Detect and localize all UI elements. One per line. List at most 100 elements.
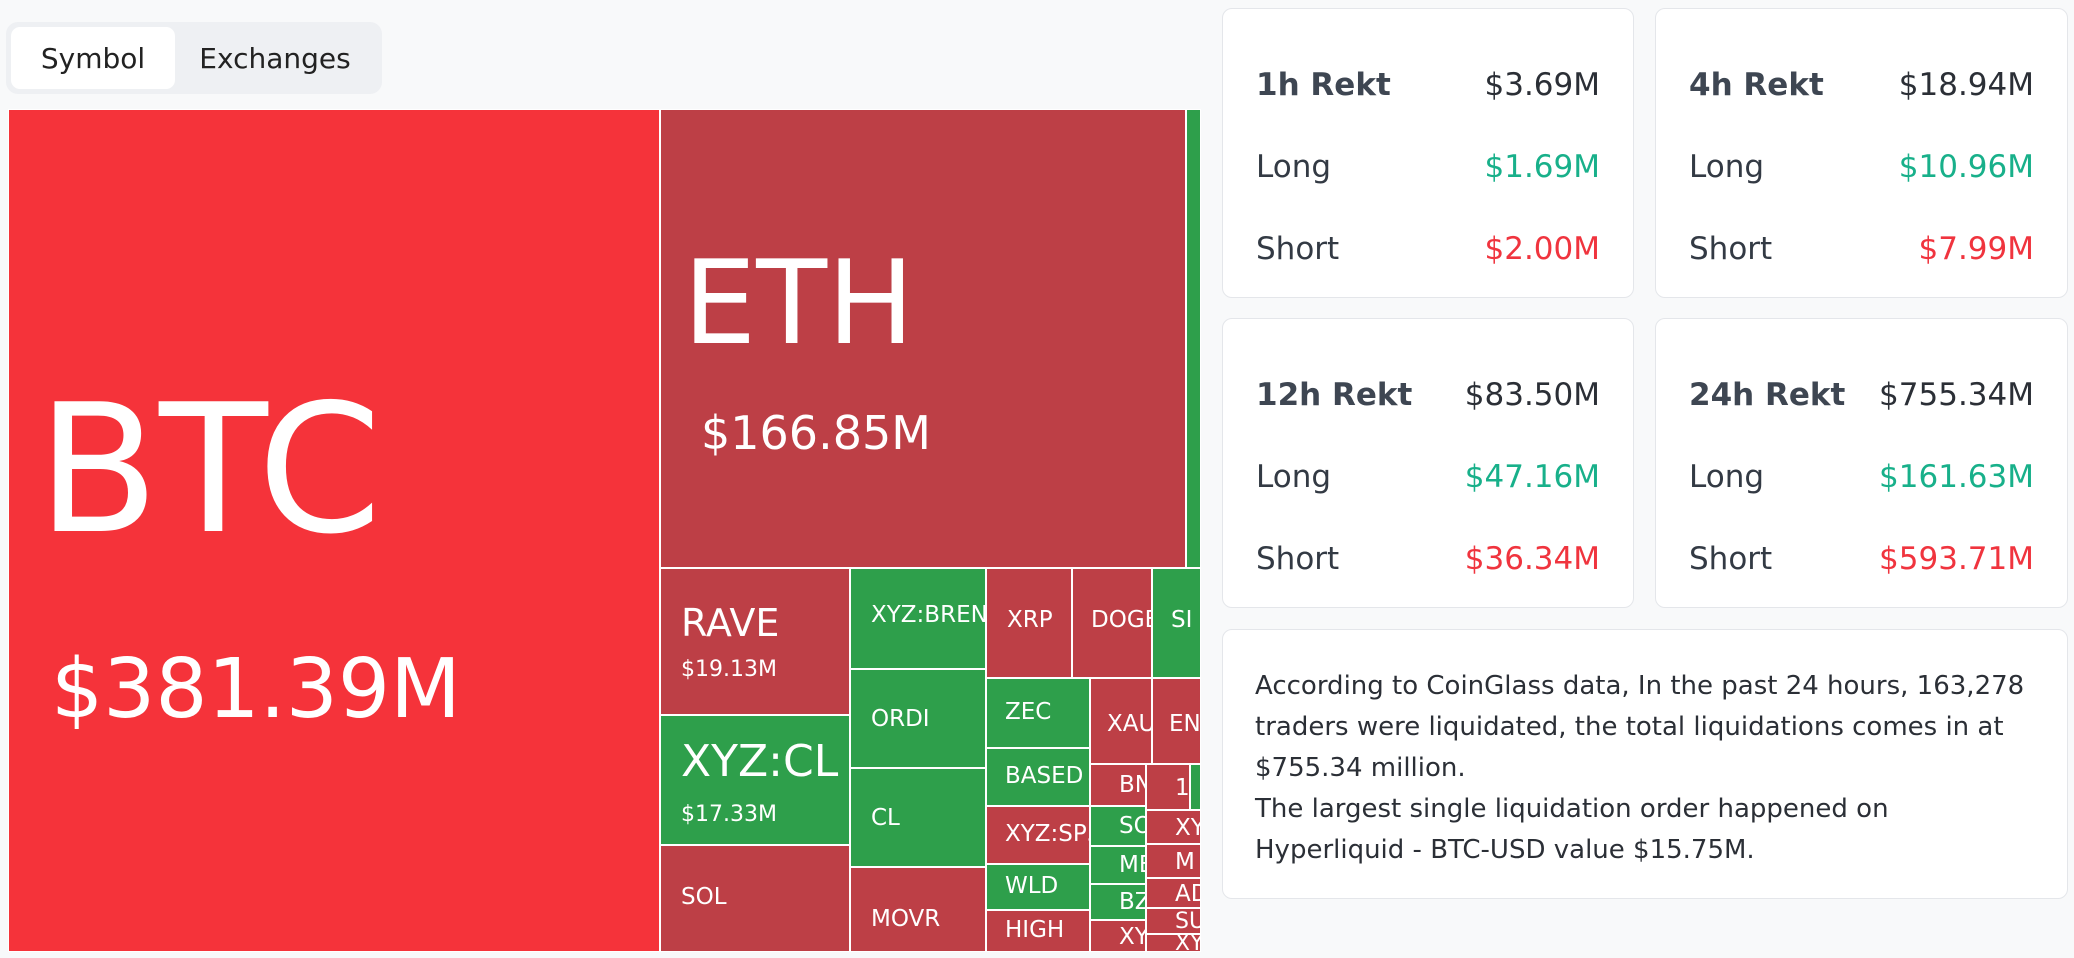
long-value: $47.16M — [1464, 459, 1600, 495]
treemap-cell-small[interactable] — [1186, 109, 1201, 568]
long-label: Long — [1256, 459, 1332, 495]
long-value: $161.63M — [1879, 459, 2034, 495]
stat-title: 24h Rekt — [1689, 377, 1846, 413]
treemap-cell-high[interactable]: HIGH — [986, 910, 1090, 952]
treemap-symbol: XYZ:BRENT — [871, 602, 985, 628]
treemap-symbol: XYZ:SP5 — [1005, 821, 1089, 847]
treemap-value: $166.85M — [701, 406, 931, 460]
stat-card-24h: 24h Rekt $755.34M Long $161.63M Short $593.… — [1655, 318, 2068, 608]
treemap-symbol: BTC — [37, 366, 382, 573]
summary-largest-order: The largest single liquidation order hap… — [1255, 794, 1889, 865]
treemap-symbol: ORDI — [871, 706, 930, 732]
treemap-symbol: DOGE — [1091, 607, 1151, 633]
short-value: $7.99M — [1918, 231, 2035, 267]
treemap-cell-xyz-cl[interactable]: XYZ:CL $17.33M — [660, 715, 850, 845]
short-value: $36.34M — [1464, 541, 1600, 577]
treemap-cell-small[interactable] — [1190, 764, 1201, 810]
treemap-symbol: ADA — [1175, 881, 1200, 907]
treemap-symbol: XYZ:CL — [681, 736, 839, 787]
liquidation-summary: According to CoinGlass data, In the past… — [1222, 629, 2068, 899]
treemap-cell-zec[interactable]: ZEC — [986, 678, 1090, 748]
treemap-symbol: HIGH — [1005, 917, 1065, 943]
treemap-value: $17.33M — [681, 802, 777, 827]
long-label: Long — [1689, 149, 1765, 185]
treemap-symbol: BASED — [1005, 763, 1084, 789]
treemap-cell-xyz[interactable]: XYZ — [1146, 934, 1201, 952]
treemap-cell-xau[interactable]: XAU — [1090, 678, 1152, 764]
treemap-cell-based[interactable]: BASED — [986, 748, 1090, 806]
treemap-cell-sol[interactable]: SOL — [660, 845, 850, 952]
short-value: $2.00M — [1484, 231, 1601, 267]
treemap-cell-rave[interactable]: RAVE $19.13M — [660, 568, 850, 715]
view-tabs: Symbol Exchanges — [6, 22, 382, 94]
treemap-cell-eth[interactable]: ETH $166.85M — [660, 109, 1186, 568]
stat-card-12h: 12h Rekt $83.50M Long $47.16M Short $36.34M — [1222, 318, 1634, 608]
treemap-cell-btc[interactable]: BTC $381.39M — [8, 109, 660, 952]
treemap-cell-si[interactable]: SI — [1152, 568, 1201, 678]
treemap-cell-bz[interactable]: BZ — [1090, 884, 1146, 920]
treemap-cell-xyz[interactable]: XYZ — [1090, 920, 1146, 952]
treemap-symbol: BN — [1119, 772, 1145, 798]
stat-total: $83.50M — [1464, 377, 1600, 413]
treemap-symbol: RAVE — [681, 601, 780, 645]
treemap-symbol: ME — [1119, 852, 1145, 878]
long-value: $1.69M — [1484, 149, 1601, 185]
treemap-symbol: XYZ — [1175, 934, 1200, 952]
treemap-symbol: XAU — [1107, 711, 1152, 737]
treemap-cell-cl[interactable]: CL — [850, 768, 986, 867]
short-label: Short — [1256, 541, 1340, 577]
treemap-cell-ordi[interactable]: ORDI — [850, 669, 986, 768]
long-label: Long — [1256, 149, 1332, 185]
treemap-cell-xyz-sp5[interactable]: XYZ:SP5 — [986, 806, 1090, 864]
treemap-symbol: WLD — [1005, 873, 1059, 899]
treemap-symbol: XYZ — [1175, 815, 1200, 841]
short-value: $593.71M — [1879, 541, 2034, 577]
long-label: Long — [1689, 459, 1765, 495]
liquidation-treemap: BTC $381.39M ETH $166.85M RAVE $19.13M X… — [8, 109, 1201, 952]
treemap-cell-xrp[interactable]: XRP — [986, 568, 1072, 678]
treemap-value: $381.39M — [51, 642, 461, 737]
stat-total: $755.34M — [1879, 377, 2034, 413]
treemap-cell-m[interactable]: M — [1146, 844, 1201, 878]
treemap-cell-sui[interactable]: SUI — [1146, 908, 1201, 934]
summary-text: According to CoinGlass data, In the past… — [1255, 671, 2025, 783]
short-label: Short — [1256, 231, 1340, 267]
short-label: Short — [1689, 541, 1773, 577]
treemap-cell-me[interactable]: ME — [1090, 846, 1146, 884]
treemap-cell-wld[interactable]: WLD — [986, 864, 1090, 910]
treemap-cell-10[interactable]: 10 — [1146, 764, 1190, 810]
treemap-cell-xyz-brent[interactable]: XYZ:BRENT — [850, 568, 986, 669]
treemap-symbol: 10 — [1175, 775, 1190, 801]
tab-exchanges[interactable]: Exchanges — [199, 41, 351, 75]
treemap-symbol: SI — [1171, 607, 1193, 633]
treemap-value: $19.13M — [681, 657, 777, 682]
short-label: Short — [1689, 231, 1773, 267]
treemap-cell-doge[interactable]: DOGE — [1072, 568, 1152, 678]
treemap-cell-bn[interactable]: BN — [1090, 764, 1146, 806]
treemap-symbol: ETH — [683, 236, 915, 371]
treemap-symbol: CL — [871, 805, 900, 831]
treemap-symbol: M — [1175, 849, 1195, 875]
stat-total: $3.69M — [1484, 67, 1601, 103]
treemap-symbol: BZ — [1119, 889, 1145, 915]
stat-title: 4h Rekt — [1689, 67, 1824, 103]
stat-title: 1h Rekt — [1256, 67, 1391, 103]
treemap-symbol: ZEC — [1005, 699, 1052, 725]
treemap-symbol: SO — [1119, 813, 1145, 839]
treemap-cell-so[interactable]: SO — [1090, 806, 1146, 846]
treemap-symbol: XYZ — [1119, 924, 1145, 950]
treemap-symbol: MOVR — [871, 906, 941, 932]
treemap-symbol: SUI — [1175, 909, 1200, 934]
treemap-cell-movr[interactable]: MOVR — [850, 867, 986, 952]
treemap-symbol: XRP — [1007, 607, 1053, 633]
stat-title: 12h Rekt — [1256, 377, 1413, 413]
treemap-symbol: EN — [1169, 711, 1201, 737]
tab-symbol[interactable]: Symbol — [11, 27, 175, 89]
long-value: $10.96M — [1898, 149, 2034, 185]
stat-card-1h: 1h Rekt $3.69M Long $1.69M Short $2.00M — [1222, 8, 1634, 298]
stat-card-4h: 4h Rekt $18.94M Long $10.96M Short $7.99M — [1655, 8, 2068, 298]
treemap-symbol: SOL — [681, 884, 727, 910]
treemap-cell-xyz[interactable]: XYZ — [1146, 810, 1201, 844]
treemap-cell-ada[interactable]: ADA — [1146, 878, 1201, 908]
treemap-cell-en[interactable]: EN — [1152, 678, 1201, 764]
